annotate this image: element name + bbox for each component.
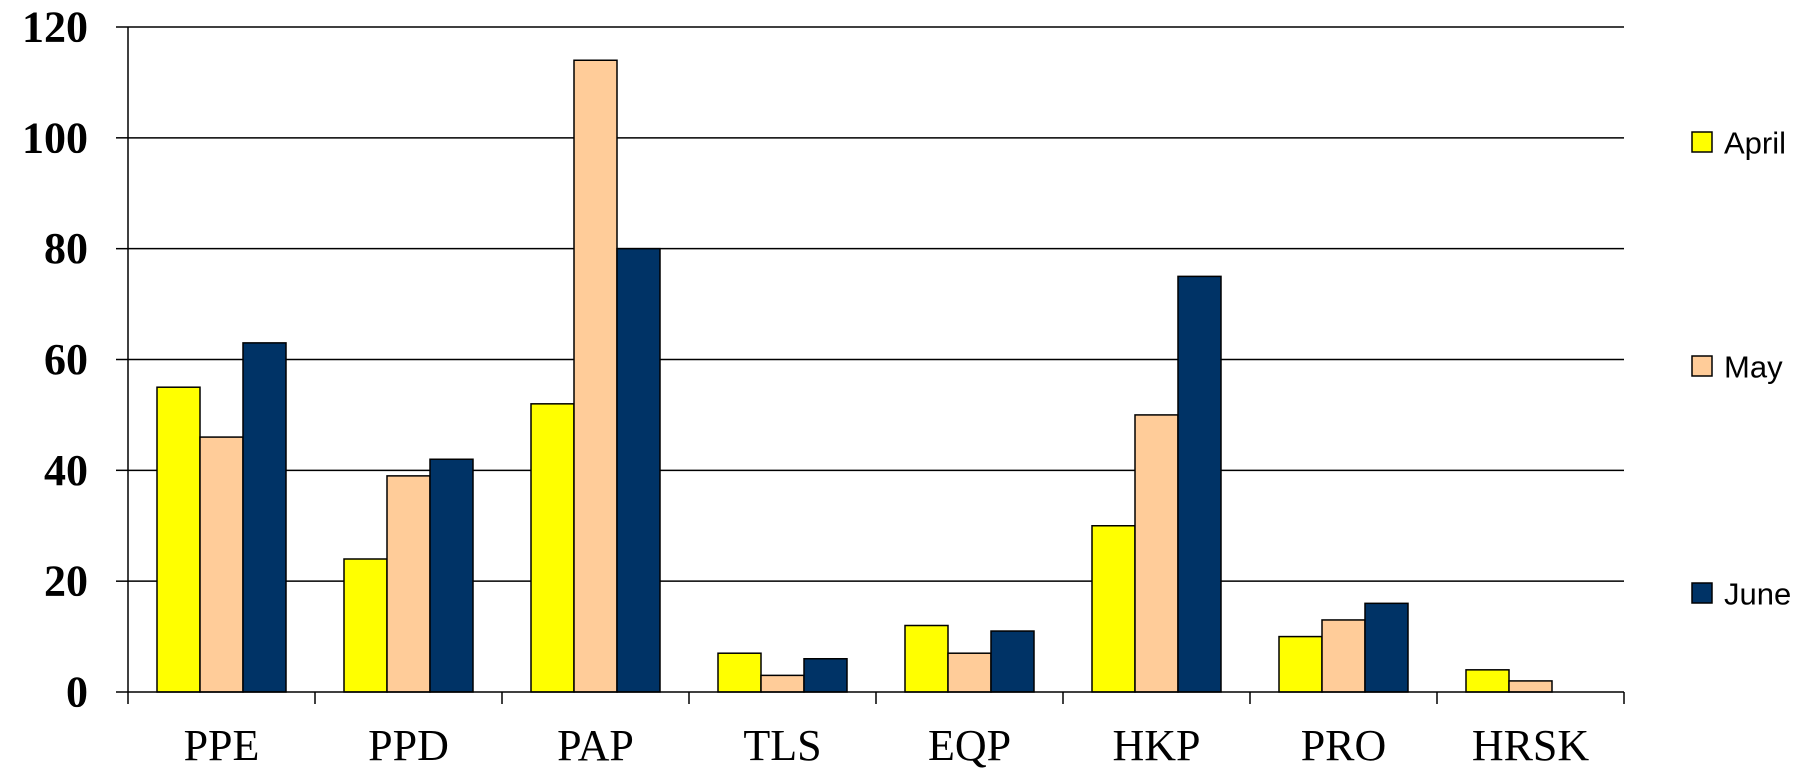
bar-april-ppd (343, 558, 388, 693)
x-tick-label: EQP (928, 721, 1011, 770)
legend-swatch (1691, 131, 1713, 153)
gridlines (128, 26, 1624, 582)
bar-june-hkp (1177, 275, 1222, 693)
bar-may-pro (1321, 619, 1366, 693)
legend-item-april: April (1691, 126, 1786, 161)
bar-may-eqp (947, 652, 992, 693)
bar-june-tls (803, 658, 848, 693)
axes (116, 26, 1625, 704)
bar-may-hkp (1134, 414, 1179, 693)
x-tick-label: PAP (557, 721, 634, 770)
bars (156, 59, 1553, 693)
bar-april-hkp (1091, 525, 1136, 693)
legend-label: June (1724, 577, 1791, 612)
y-tick-label: 60 (44, 335, 88, 384)
y-tick-label: 80 (44, 224, 88, 273)
bar-may-ppe (199, 436, 244, 693)
legend-item-june: June (1691, 577, 1791, 612)
x-tick-label: HRSK (1472, 721, 1590, 770)
legend-label: April (1724, 126, 1786, 161)
legend-label: May (1724, 350, 1783, 385)
bar-april-tls (717, 652, 762, 693)
legend-item-may: May (1691, 350, 1783, 385)
legend-swatch (1691, 582, 1713, 604)
bar-may-ppd (386, 475, 431, 693)
bar-april-hrsk (1465, 669, 1510, 693)
x-tick-label: PPE (184, 721, 260, 770)
y-tick-label: 0 (66, 668, 88, 717)
bar-may-tls (760, 674, 805, 693)
bar-april-pap (530, 403, 575, 693)
y-axis-ticks: 0 20 40 60 80 100 120 (22, 3, 88, 717)
bar-april-pro (1278, 635, 1323, 693)
x-tick-label: TLS (743, 721, 821, 770)
x-tick-label: PPD (368, 721, 449, 770)
bar-june-ppe (242, 342, 287, 693)
bar-june-pap (616, 247, 661, 693)
bar-june-eqp (990, 630, 1035, 693)
bar-june-pro (1364, 602, 1409, 693)
bar-april-ppe (156, 386, 201, 693)
y-tick-label: 120 (22, 3, 88, 52)
x-axis-ticks: PPE PPD PAP TLS EQP HKP PRO HRSK (184, 721, 1590, 770)
y-tick-label: 100 (22, 113, 88, 162)
legend-swatch (1691, 355, 1713, 377)
bar-may-hrsk (1508, 680, 1553, 693)
y-tick-label: 40 (44, 446, 88, 495)
y-tick-label: 20 (44, 557, 88, 606)
bar-may-pap (573, 59, 618, 693)
legend: April May June (1691, 126, 1791, 612)
x-tick-label: HKP (1112, 721, 1200, 770)
x-tick-label: PRO (1301, 721, 1387, 770)
bar-april-eqp (904, 624, 949, 693)
bar-june-ppd (429, 458, 474, 693)
